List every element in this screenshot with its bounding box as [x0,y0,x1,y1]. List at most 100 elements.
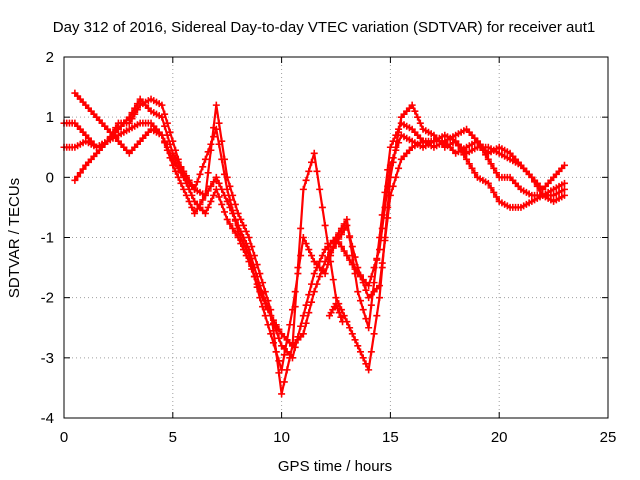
data-point [272,321,280,329]
data-point [185,197,193,205]
data-point [207,197,215,205]
data-point [359,279,367,287]
data-point [283,336,291,344]
data-point [487,160,495,168]
data-point [188,203,196,211]
data-point [275,325,283,333]
data-point [234,227,242,235]
data-point [237,215,245,223]
data-point [416,119,424,127]
data-point [299,330,307,338]
data-point [324,240,332,248]
data-point [177,163,185,171]
data-point [166,140,174,148]
data-point [339,318,347,326]
data-point [207,140,215,148]
data-point [386,173,394,181]
data-point [297,322,305,330]
data-point [259,303,267,311]
data-point [337,224,345,232]
data-point [560,191,568,199]
x-tick-label: 0 [60,429,68,446]
data-point [378,264,386,272]
data-point [367,301,375,309]
data-point [286,321,294,329]
data-point [340,312,348,320]
data-point [275,357,283,365]
data-point [308,298,316,306]
data-point [332,294,340,302]
data-point [378,211,386,219]
data-point [362,315,370,323]
data-point [560,161,568,169]
data-point [288,306,296,314]
data-point [172,154,180,162]
data-point [234,209,242,217]
data-point [212,101,220,109]
data-point [313,280,321,288]
data-point [348,330,356,338]
data-point [169,161,177,169]
data-point [201,155,209,163]
data-point [242,227,250,235]
data-point [308,252,316,260]
data-point [275,334,283,342]
data-point [196,200,204,208]
data-point [492,193,500,201]
data-point [376,294,384,302]
data-point [468,164,476,172]
data-point [267,306,275,314]
data-point [163,146,171,154]
data-point [386,143,394,151]
x-tick-label: 25 [600,429,617,446]
data-point [204,169,212,177]
data-point [199,196,207,204]
data-point [210,178,218,186]
data-point [248,262,256,270]
x-tick-label: 10 [273,429,290,446]
data-point [280,378,288,386]
data-point [346,324,354,332]
data-point [237,234,245,241]
data-point [324,261,332,269]
data-point [169,149,177,157]
data-point [373,256,381,264]
data-point [226,220,234,228]
data-point [356,297,364,305]
data-point [245,252,253,260]
data-point [223,215,231,223]
data-point [384,166,392,174]
data-point [212,125,220,133]
data-point [340,220,348,228]
chart-title: Day 312 of 2016, Sidereal Day-to-day VTE… [53,19,595,36]
data-point [457,146,465,154]
data-point [297,252,305,260]
data-point [286,354,294,362]
data-point [201,191,209,199]
data-point [365,366,373,374]
series-5 [325,300,347,326]
data-series [60,89,568,398]
data-point [490,164,498,172]
data-point [229,191,237,199]
data-point [392,131,400,139]
data-point [329,243,337,251]
data-point [174,173,182,181]
data-point [288,342,296,350]
y-tick-label: 1 [46,109,54,126]
data-point [218,200,226,208]
data-point [210,191,218,199]
data-point [215,179,223,187]
data-point [128,109,136,117]
data-point [362,360,370,368]
data-point [297,224,305,232]
data-point [226,196,234,204]
data-point [180,167,188,175]
data-point [182,191,190,199]
data-point [212,173,220,181]
data-point [161,122,169,130]
data-point [253,261,261,269]
data-point [278,366,286,374]
data-point [321,270,329,278]
data-point [356,271,364,279]
